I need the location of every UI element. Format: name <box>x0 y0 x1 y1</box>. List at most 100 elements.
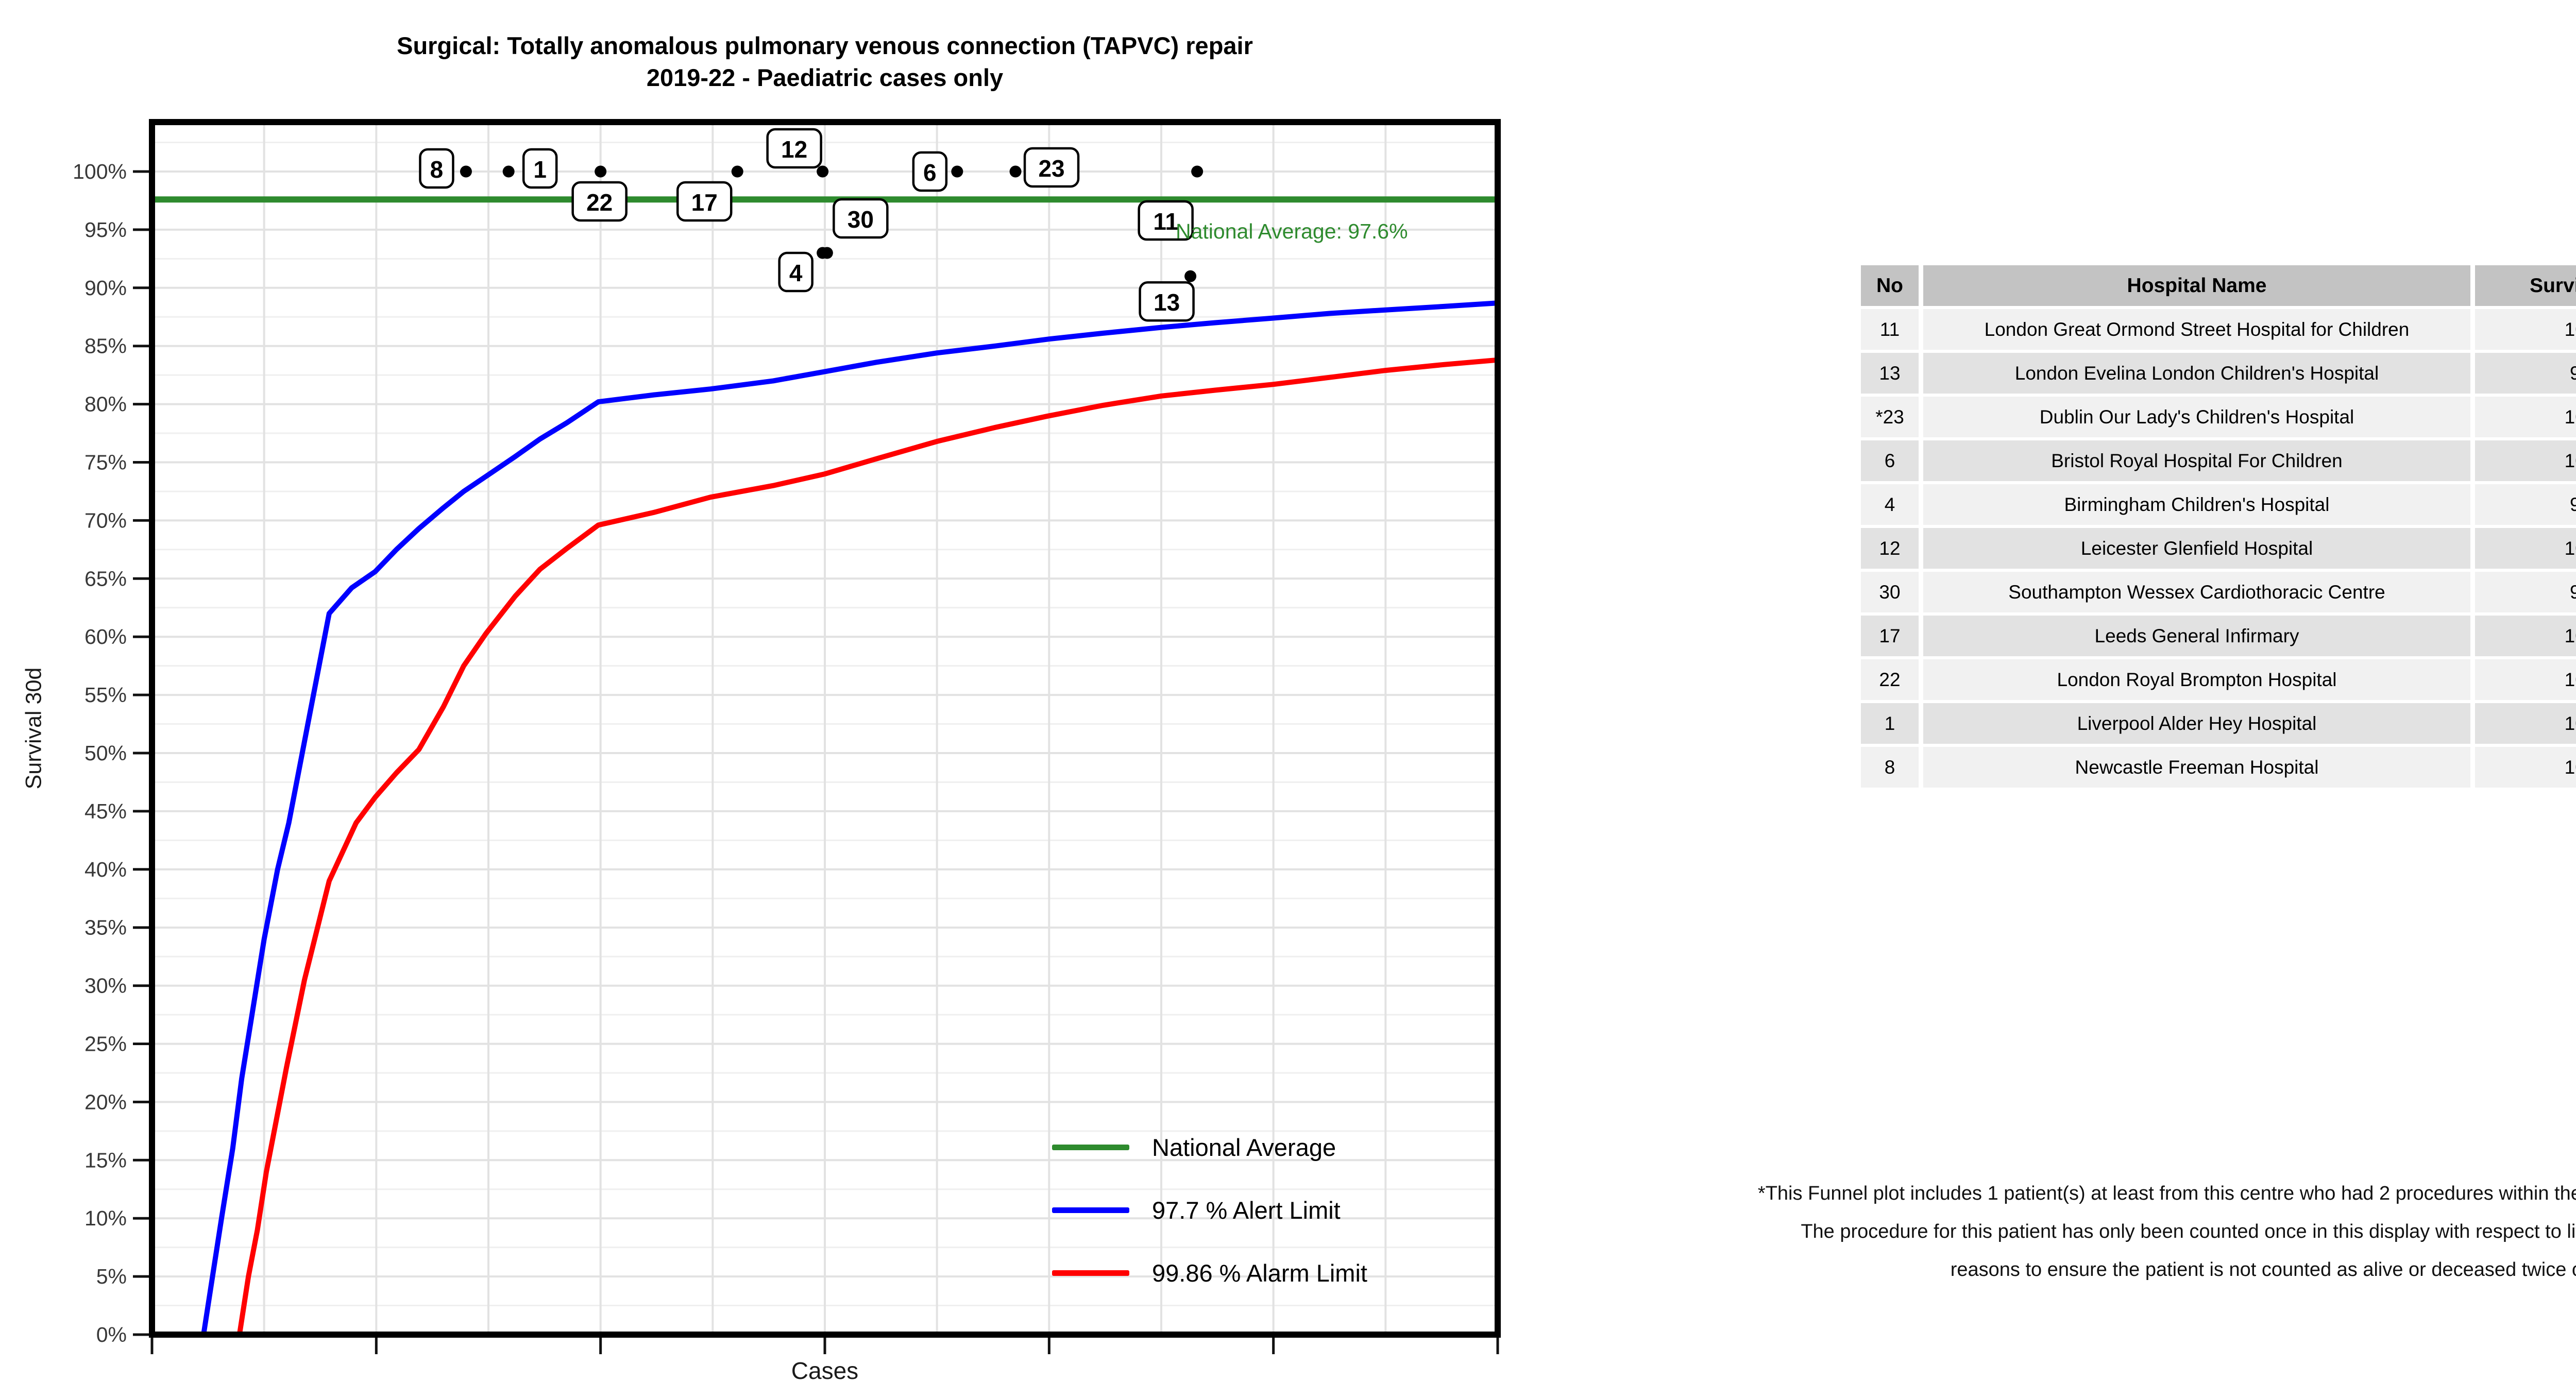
hospital-dot-30 <box>821 247 833 259</box>
cell-name: Southampton Wessex Cardiothoracic Centre <box>1923 572 2470 612</box>
hospital-label-13: 13 <box>1154 289 1180 316</box>
cell-name: London Great Ormond Street Hospital for … <box>1923 309 2470 350</box>
y-tick-label-35%: 35% <box>84 916 127 940</box>
hospital-label-box-11 <box>1138 200 1194 241</box>
cell-name: London Evelina London Children's Hospita… <box>1923 353 2470 394</box>
y-tick-label-85%: 85% <box>84 334 127 358</box>
y-tick-label-95%: 95% <box>84 218 127 242</box>
cell-name: Leeds General Infirmary <box>1923 616 2470 656</box>
cell-survival: 100% <box>2475 616 2576 656</box>
legend-item-alert-limit: 97.7 % Alert Limit <box>1052 1179 1367 1241</box>
hospital-label-22: 22 <box>586 189 613 216</box>
y-tick-label-65%: 65% <box>84 567 127 590</box>
table-row: 13 London Evelina London Children's Hospi… <box>1861 353 2576 394</box>
cell-survival: 100% <box>2475 440 2576 481</box>
y-tick-label-75%: 75% <box>84 451 127 474</box>
y-tick-label-0%: 0% <box>96 1323 127 1346</box>
cell-survival: 100% <box>2475 703 2576 744</box>
cell-no: 6 <box>1861 440 1919 481</box>
cell-no: 30 <box>1861 572 1919 612</box>
legend-label: 99.86 % Alarm Limit <box>1152 1259 1367 1287</box>
plot-border <box>149 119 1501 1338</box>
cell-name: Bristol Royal Hospital For Children <box>1923 440 2470 481</box>
legend-label: 97.7 % Alert Limit <box>1152 1196 1341 1224</box>
cell-no: *23 <box>1861 397 1919 437</box>
hospital-label-box-8 <box>419 148 454 189</box>
hospital-label-box-6 <box>912 151 948 192</box>
hospital-label-23: 23 <box>1038 155 1064 182</box>
table-row: *23 Dublin Our Lady's Children's Hospital… <box>1861 397 2576 437</box>
y-tick-label-60%: 60% <box>84 625 127 649</box>
cell-no: 22 <box>1861 659 1919 700</box>
hospital-label-8: 8 <box>430 156 444 183</box>
cell-name: London Royal Brompton Hospital <box>1923 659 2470 700</box>
hospital-label-30: 30 <box>848 206 874 233</box>
table-row: 11 London Great Ormond Street Hospital fo… <box>1861 309 2576 350</box>
cell-survival: 91% <box>2475 353 2576 394</box>
legend-item-national-average: National Average <box>1052 1116 1367 1179</box>
hospital-dot-8 <box>460 165 472 178</box>
footnote-line2: The procedure for this patient has only … <box>1801 1221 2576 1242</box>
y-tick-label-15%: 15% <box>84 1148 127 1172</box>
hospital-dot-23 <box>1009 165 1022 178</box>
cell-no: 17 <box>1861 616 1919 656</box>
cell-no: 8 <box>1861 747 1919 788</box>
hospital-label-box-13 <box>1139 281 1195 322</box>
national-average-line-swatch <box>1052 1144 1129 1150</box>
hospital-label-1: 1 <box>533 156 547 183</box>
table-header-row: No Hospital Name Survival 30d <box>1861 265 2576 306</box>
legend-item-alarm-limit: 99.86 % Alarm Limit <box>1052 1241 1367 1304</box>
chart-title-line2: 2019-22 - Paediatric cases only <box>646 64 1004 91</box>
column-header-survival: Survival 30d <box>2475 265 2576 306</box>
chart-title-line1: Surgical: Totally anomalous pulmonary ve… <box>397 32 1253 59</box>
cell-survival: 100% <box>2475 309 2576 350</box>
hospital-label-box-30 <box>833 198 889 239</box>
y-tick-label-55%: 55% <box>84 683 127 707</box>
cell-survival: 100% <box>2475 528 2576 569</box>
cell-name: Liverpool Alder Hey Hospital <box>1923 703 2470 744</box>
chart-title: Surgical: Totally anomalous pulmonary ve… <box>152 30 1498 94</box>
y-tick-label-30%: 30% <box>84 974 127 998</box>
column-header-name: Hospital Name <box>1923 265 2470 306</box>
hospital-dot-13 <box>1184 270 1197 282</box>
footnote: *This Funnel plot includes 1 patient(s) … <box>1535 1174 2576 1289</box>
footnote-line3: reasons to ensure the patient is not cou… <box>1950 1259 2576 1281</box>
cell-no: 1 <box>1861 703 1919 744</box>
footnote-line1: *This Funnel plot includes 1 patient(s) … <box>1757 1183 2576 1204</box>
y-tick-label-45%: 45% <box>84 799 127 823</box>
y-tick-label-40%: 40% <box>84 858 127 881</box>
hospital-label-6: 6 <box>923 159 937 186</box>
x-axis-title: Cases <box>791 1357 859 1384</box>
column-header-no: No <box>1861 265 1919 306</box>
cell-no: 13 <box>1861 353 1919 394</box>
legend-label: National Average <box>1152 1133 1336 1161</box>
cell-survival: 93% <box>2475 572 2576 612</box>
cell-no: 11 <box>1861 309 1919 350</box>
hospital-label-12: 12 <box>781 136 807 163</box>
hospital-label-box-4 <box>778 251 814 293</box>
national-average-annotation: National Average: 97.6% <box>1176 219 1408 243</box>
hospital-dot-11 <box>1191 165 1204 178</box>
cell-survival: 100% <box>2475 397 2576 437</box>
y-tick-label-25%: 25% <box>84 1032 127 1056</box>
hospital-label-box-22 <box>571 181 628 222</box>
hospital-label-box-1 <box>522 148 558 189</box>
hospital-label-4: 4 <box>789 260 803 286</box>
y-tick-label-80%: 80% <box>84 393 127 416</box>
cell-name: Leicester Glenfield Hospital <box>1923 528 2470 569</box>
y-tick-label-100%: 100% <box>73 160 127 183</box>
hospital-label-11: 11 <box>1153 208 1178 235</box>
cell-survival: 93% <box>2475 484 2576 525</box>
alert-limit-curve <box>201 300 1498 1335</box>
y-tick-label-70%: 70% <box>84 508 127 532</box>
alarm-limit-curve <box>236 357 1498 1335</box>
y-tick-label-10%: 10% <box>84 1206 127 1230</box>
